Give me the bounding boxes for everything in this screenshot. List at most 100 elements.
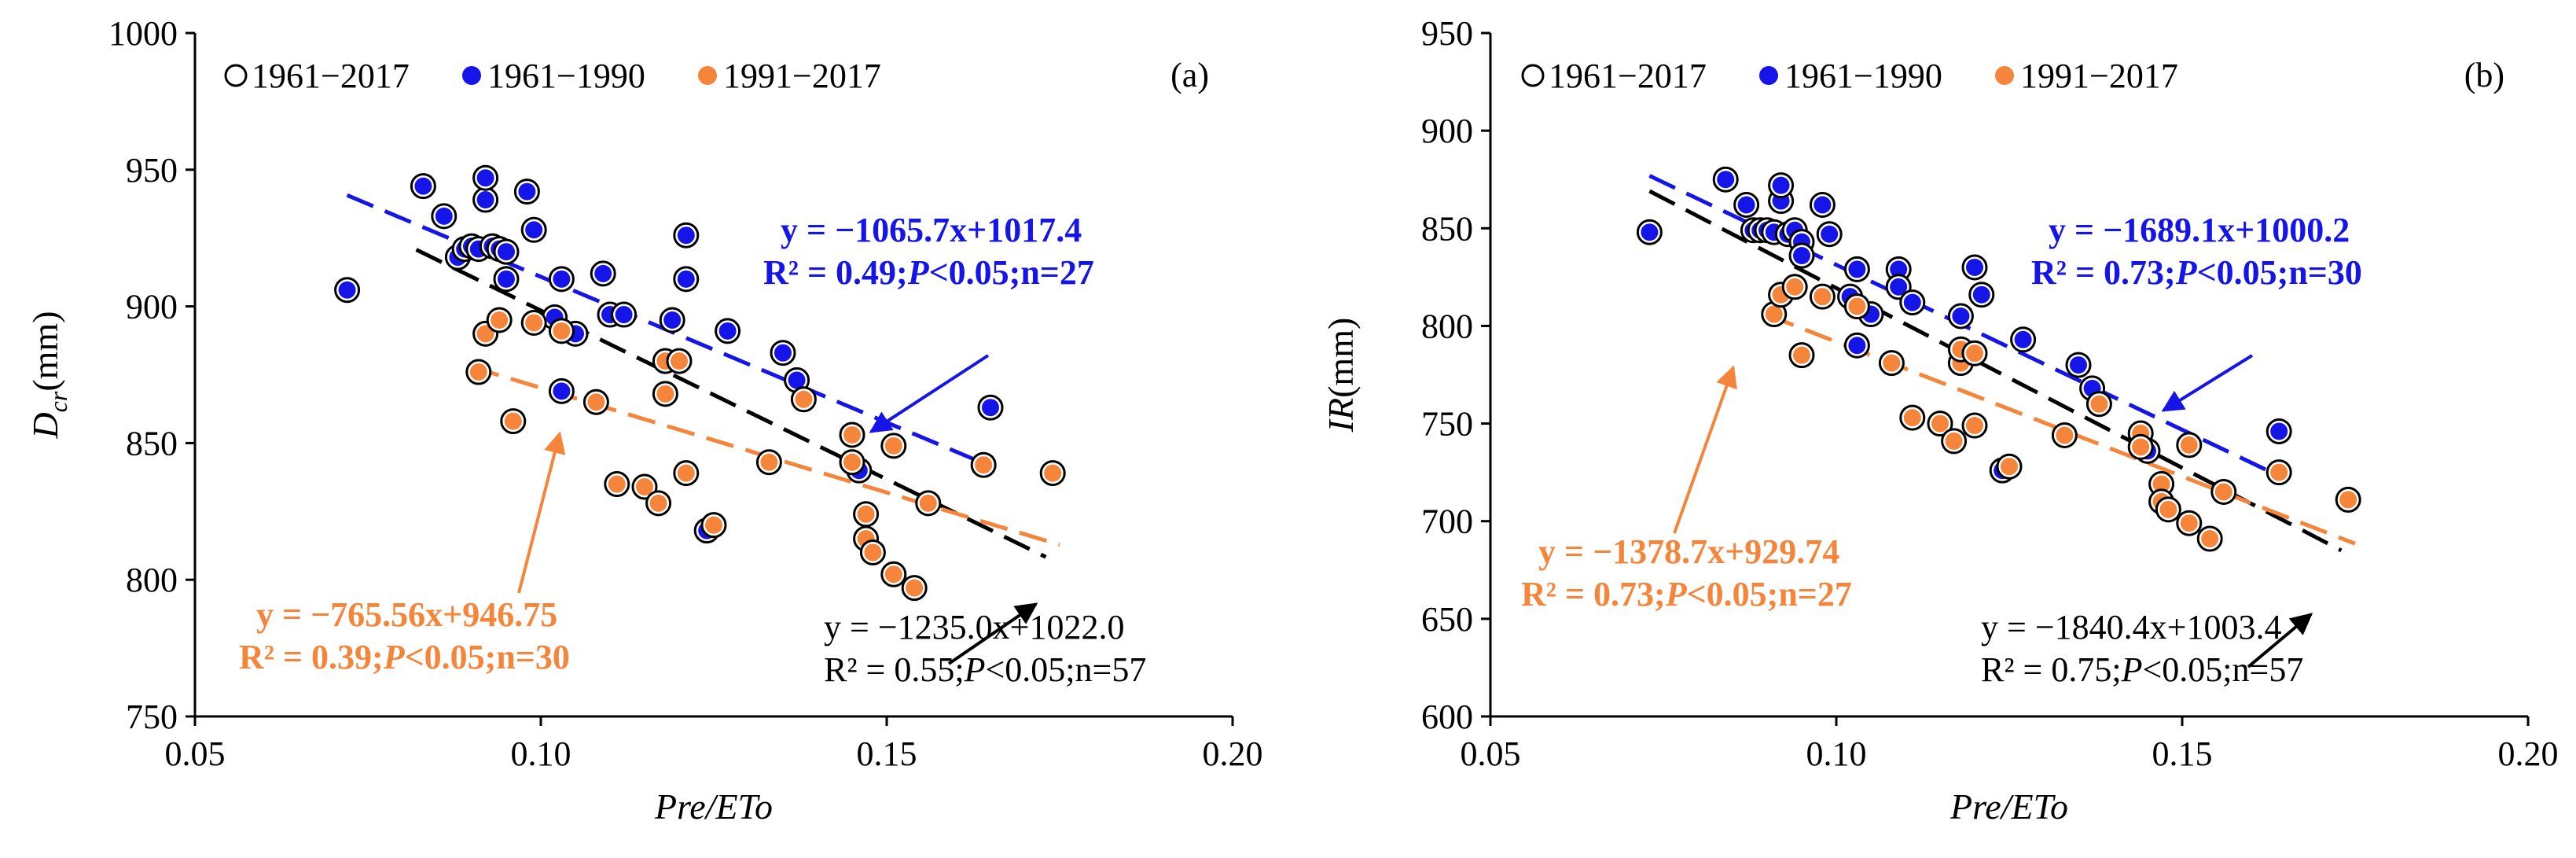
point-late — [1786, 278, 1804, 296]
point-late — [491, 311, 509, 329]
y-tick-label: 850 — [1421, 209, 1473, 248]
x-axis-title: Pre/ETo — [654, 786, 773, 827]
fit-stats-n: <0.05;n=30 — [405, 638, 570, 676]
point-late — [1945, 432, 1963, 450]
point-early — [2270, 422, 2288, 440]
x-tick-label: 0.10 — [1806, 735, 1867, 773]
fit-stats-p: P — [2175, 253, 2198, 292]
point-early — [435, 207, 453, 225]
y-axis-title-main: D — [25, 412, 65, 439]
point-early — [982, 399, 999, 417]
fit-stats-r2: R² = 0.75; — [1981, 650, 2122, 689]
x-tick-label: 0.15 — [2152, 735, 2213, 773]
x-tick-label: 0.05 — [165, 735, 226, 773]
point-late — [1848, 297, 1866, 315]
y-tick-label: 700 — [1421, 503, 1473, 541]
legend-marker-open — [224, 64, 248, 87]
point-late — [1883, 354, 1901, 372]
y-axis-title: IR(mm) — [1321, 318, 1361, 433]
fit-stats-n: <0.05;n=30 — [2197, 253, 2362, 292]
point-late — [760, 453, 778, 471]
point-early — [1890, 260, 1908, 278]
point-early — [1952, 307, 1970, 326]
point-late — [1044, 464, 1062, 482]
y-tick-label: 750 — [1421, 405, 1473, 444]
point-early — [498, 270, 515, 288]
point-early — [677, 270, 695, 288]
point-early — [414, 177, 432, 195]
point-late — [864, 543, 882, 562]
fit-equation-early: y = −1689.1x+1000.2 — [2049, 211, 2350, 249]
fit-stats-n: <0.05;n=27 — [929, 253, 1094, 292]
fit-stats-r2: R² = 0.73; — [1521, 575, 1666, 613]
point-early — [476, 191, 494, 209]
fit-stats-p: P — [383, 638, 406, 676]
point-late — [587, 393, 605, 411]
point-late — [1966, 417, 1983, 435]
point-late — [2056, 426, 2074, 444]
y-tick-label: 800 — [1421, 307, 1473, 345]
panel-label: (a) — [1170, 56, 1209, 94]
y-tick-label: 650 — [1421, 600, 1473, 639]
point-late — [476, 325, 494, 343]
y-axis-title-sub: cr — [44, 391, 72, 412]
point-late — [795, 390, 813, 408]
point-early — [2070, 356, 2087, 374]
point-late — [2132, 438, 2150, 456]
panel-b: 600 650 700 750 800 850 900 950 0.05 0.10 0.15 0.20… — [1321, 14, 2559, 827]
point-early — [1966, 258, 1983, 276]
y-tick-label: 950 — [1421, 14, 1473, 53]
panel-a: 750 800 850 900 950 1000 0.05 0.10 0.15 0.20 Pre/E… — [25, 14, 1263, 827]
y-axis-title-main: IR — [1321, 398, 1361, 433]
fit-arrow-early — [2161, 354, 2254, 412]
point-late — [636, 478, 653, 496]
y-tick-label: 900 — [1421, 112, 1473, 150]
fit-equation-all: y = −1840.4x+1003.4 — [1981, 608, 2281, 646]
point-late — [553, 322, 571, 340]
legend-marker-late — [1995, 66, 2014, 85]
fit-equation-all: y = −1235.0x+1022.0 — [824, 608, 1124, 646]
point-late — [656, 385, 674, 403]
point-early — [663, 311, 682, 329]
point-early — [476, 169, 494, 187]
point-late — [677, 464, 695, 482]
point-late — [857, 505, 875, 523]
x-tick-label: 0.20 — [2498, 735, 2559, 773]
point-late — [1966, 344, 1983, 363]
fit-stats-n: <0.05;n=57 — [985, 650, 1146, 689]
point-early — [788, 371, 806, 389]
x-tick-label: 0.05 — [1461, 735, 1521, 773]
fit-stats-p: P — [1665, 575, 1688, 613]
point-early — [774, 344, 792, 362]
point-early — [677, 226, 695, 245]
fit-arrow-all — [947, 602, 1038, 665]
point-late — [649, 494, 667, 512]
fit-stats-r2: R² = 0.73; — [2031, 253, 2176, 292]
fit-stats-late: R² = 0.73;P<0.05;n=27 — [1521, 575, 1852, 613]
fit-stats-r2: R² = 0.39; — [239, 638, 384, 676]
y-tick-label: 900 — [126, 288, 178, 326]
point-early — [525, 221, 543, 239]
point-late — [1813, 288, 1832, 306]
point-early — [1848, 337, 1866, 355]
point-late — [2270, 463, 2288, 481]
point-late — [1765, 305, 1783, 323]
point-early — [1903, 293, 1921, 311]
fit-stats-r2: R² = 0.49; — [763, 253, 908, 292]
point-early — [594, 264, 612, 282]
legend-marker-late — [698, 66, 717, 85]
point-late — [1903, 409, 1921, 427]
point-early — [718, 322, 737, 340]
y-axis-title-unit: (mm) — [25, 311, 65, 391]
fit-stats-early: R² = 0.49;P<0.05;n=27 — [763, 253, 1094, 292]
legend-label: 1961−1990 — [1784, 57, 1942, 95]
point-late — [525, 314, 543, 332]
legend-marker-early — [1759, 66, 1778, 85]
point-late — [2090, 395, 2108, 413]
point-early — [1772, 176, 1790, 194]
point-late — [2201, 530, 2219, 548]
legend-marker-early — [462, 66, 481, 85]
fit-arrow-all — [2247, 613, 2313, 668]
fit-stats-late: R² = 0.39;P<0.05;n=30 — [239, 638, 570, 676]
point-late — [884, 565, 902, 584]
